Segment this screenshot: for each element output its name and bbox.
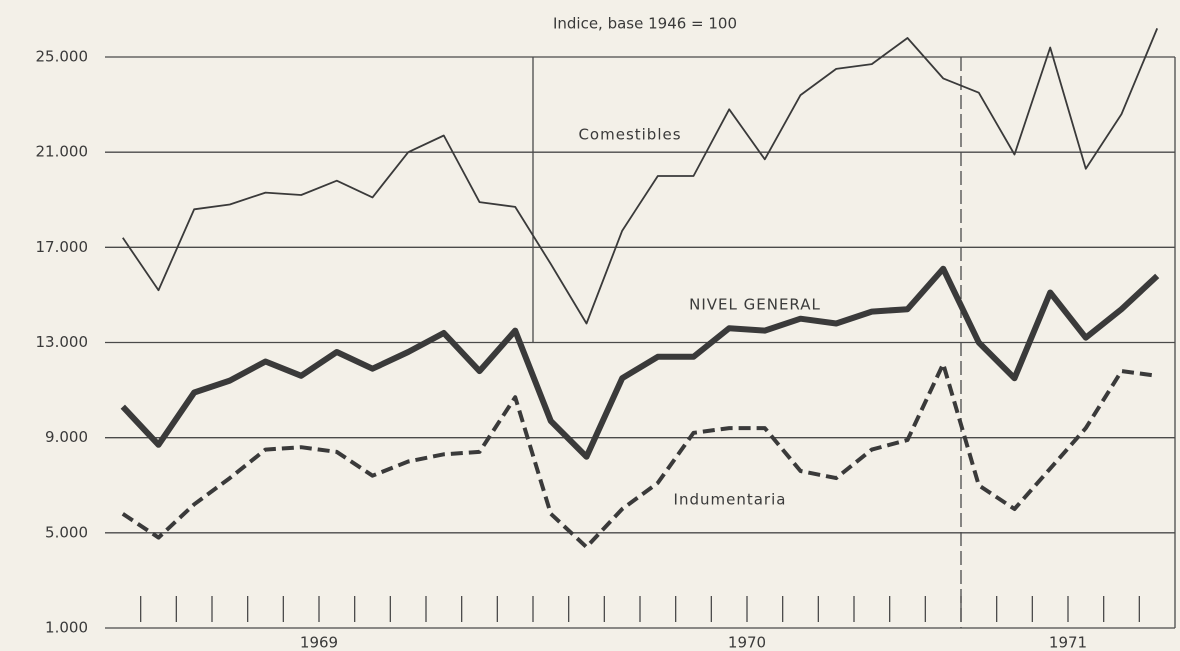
series-line bbox=[120, 265, 1160, 460]
x-tick-label: 1970 bbox=[728, 634, 766, 651]
series-label: Comestibles bbox=[578, 126, 681, 144]
chart-title: Indice, base 1946 = 100 bbox=[553, 15, 737, 33]
series-line bbox=[121, 361, 1158, 550]
y-tick-label: 21.000 bbox=[36, 143, 89, 161]
series-label: NIVEL GENERAL bbox=[689, 296, 821, 314]
y-tick-label: 13.000 bbox=[36, 333, 89, 351]
y-tick-label: 1.000 bbox=[45, 619, 88, 637]
y-tick-label: 5.000 bbox=[45, 523, 88, 541]
series-line bbox=[122, 28, 1159, 325]
x-tick-label: 1971 bbox=[1049, 634, 1087, 651]
y-tick-label: 17.000 bbox=[36, 238, 89, 256]
x-tick-label: 1969 bbox=[300, 634, 338, 651]
y-tick-label: 9.000 bbox=[45, 428, 88, 446]
y-tick-label: 25.000 bbox=[36, 48, 89, 66]
series-label: Indumentaria bbox=[674, 491, 787, 509]
